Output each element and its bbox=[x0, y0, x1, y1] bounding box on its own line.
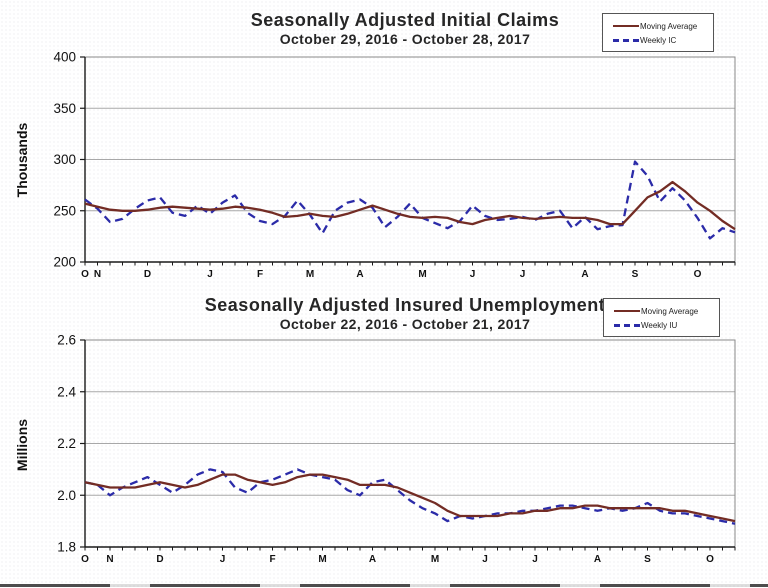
weekly-ic-line-swatch bbox=[613, 38, 639, 42]
month-label: S bbox=[632, 269, 639, 280]
legend-label: Moving Average bbox=[640, 21, 698, 31]
moving-average-line bbox=[84, 473, 736, 523]
y-tick-label: 250 bbox=[53, 203, 76, 218]
month-label: F bbox=[269, 554, 275, 565]
y-tick-label: 2.2 bbox=[57, 436, 76, 451]
month-label: O bbox=[81, 269, 89, 280]
initial-claims-legend: Moving Average Weekly IC bbox=[602, 13, 714, 52]
moving-average-line-swatch bbox=[614, 310, 640, 312]
month-label: O bbox=[694, 269, 702, 280]
y-tick-label: 1.8 bbox=[57, 540, 76, 555]
weekly-ic-line bbox=[84, 160, 736, 240]
month-label: J bbox=[470, 269, 476, 280]
initial-claims-subtitle: October 29, 2016 - October 28, 2017 bbox=[279, 31, 531, 47]
month-label: M bbox=[306, 269, 314, 280]
month-label: J bbox=[532, 554, 538, 565]
y-tick-label: 400 bbox=[53, 50, 76, 65]
y-tick-label: 2.6 bbox=[57, 333, 76, 348]
legend-label: Weekly IC bbox=[640, 35, 677, 45]
month-label: M bbox=[318, 554, 326, 565]
month-label: O bbox=[706, 554, 714, 565]
y-tick-label: 2.0 bbox=[57, 488, 76, 503]
insured-unemployment-legend: Moving Average Weekly IU bbox=[603, 298, 720, 337]
y-tick-label: 350 bbox=[53, 101, 76, 116]
month-label: A bbox=[369, 554, 376, 565]
month-label: D bbox=[156, 554, 163, 565]
month-label: D bbox=[144, 269, 151, 280]
y-tick-label: 300 bbox=[53, 152, 76, 167]
y-tick-label: 200 bbox=[53, 255, 76, 270]
month-label: M bbox=[418, 269, 426, 280]
legend-row-weekly-iu: Weekly IU bbox=[614, 318, 715, 332]
month-label: A bbox=[594, 554, 601, 565]
legend-row-weekly-ic: Weekly IC bbox=[613, 33, 709, 47]
month-label: F bbox=[257, 269, 263, 280]
legend-label: Moving Average bbox=[641, 306, 699, 316]
legend-row-moving-average: Moving Average bbox=[614, 304, 715, 318]
initial-claims-title: Seasonally Adjusted Initial Claims bbox=[250, 10, 560, 30]
y-tick-label: 2.4 bbox=[57, 384, 76, 399]
month-label: J bbox=[520, 269, 526, 280]
month-label: N bbox=[94, 269, 101, 280]
month-label: O bbox=[81, 554, 89, 565]
weekly-iu-line-swatch bbox=[614, 323, 640, 327]
page-bottom-edge bbox=[0, 584, 768, 587]
legend-label: Weekly IU bbox=[641, 320, 678, 330]
month-label: M bbox=[431, 554, 439, 565]
insured-unemployment-title: Seasonally Adjusted Insured Unemployment bbox=[204, 295, 606, 315]
moving-average-line bbox=[84, 180, 736, 231]
month-label: J bbox=[220, 554, 226, 565]
month-label: S bbox=[644, 554, 651, 565]
month-label: N bbox=[106, 554, 113, 565]
insured-unemployment-subtitle: October 22, 2016 - October 21, 2017 bbox=[279, 316, 531, 332]
legend-row-moving-average: Moving Average bbox=[613, 19, 709, 33]
moving-average-line-swatch bbox=[613, 25, 639, 27]
month-label: A bbox=[356, 269, 363, 280]
weekly-iu-line bbox=[84, 468, 736, 525]
month-label: J bbox=[482, 554, 488, 565]
month-label: A bbox=[581, 269, 588, 280]
insured-unemployment-chart: 1.8 2.0 2.2 2.4 2.6 O N D J F M A M J J A S O bbox=[57, 333, 736, 565]
month-label: J bbox=[207, 269, 213, 280]
